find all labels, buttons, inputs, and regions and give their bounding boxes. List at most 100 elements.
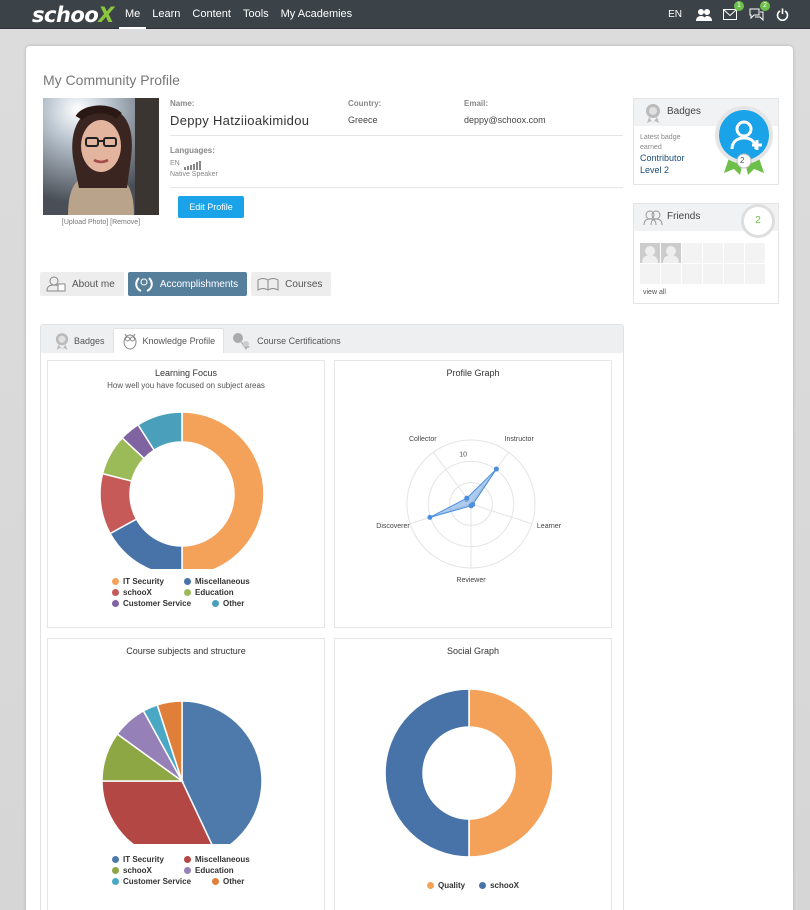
legend-item[interactable]: Customer Service [112,877,212,886]
power-icon[interactable] [774,7,790,23]
legend-item[interactable]: IT Security [112,855,184,864]
user-email: deppy@schoox.com [464,115,546,125]
badges-box: Badges Latest badge earned Contributor L… [633,98,779,185]
subtab-knowledge-profile-label: Knowledge Profile [142,336,216,346]
radar-point[interactable] [427,514,433,520]
view-all-friends-link[interactable]: view all [643,289,666,296]
badge-ribbon-icon [55,333,69,350]
course-subjects-chart: Course subjects and structure IT Securit… [47,638,325,910]
chart-title: Learning Focus [154,368,218,378]
nav-learn[interactable]: Learn [152,8,181,20]
legend-item[interactable]: Other [212,877,244,886]
legend-item[interactable]: Miscellaneous [184,577,250,586]
legend-item[interactable]: schooX [112,866,184,875]
legend-item[interactable]: Customer Service [112,599,212,608]
radar-zero-label: 0 [465,498,469,504]
schoox-logo[interactable]: schooX [32,3,114,27]
radar-axis [432,451,472,505]
nav-my-academies[interactable]: My Academies [280,8,353,20]
book-icon [257,278,279,291]
radar-series-area [429,468,497,518]
nav-me[interactable]: Me [119,0,147,29]
pie-slice-schoox[interactable] [384,688,470,857]
pie-slice-quality[interactable] [468,688,554,857]
chart-legend: IT Security Miscellaneous schooX Education… [48,577,324,608]
divider [170,187,623,188]
radar-axis-label: Discoverer [376,523,410,530]
legend-item[interactable]: IT Security [112,577,184,586]
profile-tabs: About me Accomplishments Courses [40,272,332,296]
name-label: Name: [170,99,195,108]
friend-avatar[interactable] [640,243,660,263]
subtab-course-certifications-label: Course Certifications [257,336,341,346]
badge-level-number: 2 [740,156,745,165]
legend-item[interactable]: Education [184,588,234,597]
radar-point[interactable] [464,495,470,501]
accomplishment-subtabs: Badges Knowledge Profile Course Certific… [41,325,623,353]
edit-profile-button[interactable]: Edit Profile [178,196,244,218]
people-icon[interactable] [696,7,712,23]
chart-title: Course subjects and structure [126,646,246,656]
friends-grid [640,243,765,284]
radar-point[interactable] [493,466,499,472]
chart-subtitle: How well you have focused on subject are… [107,381,265,390]
chart-title: Social Graph [446,646,500,656]
legend-item[interactable]: Education [184,866,234,875]
pie-slice-it-security[interactable] [181,411,265,569]
language-level: Native Speaker [170,171,218,178]
radar-axis-label: Reviewer [456,577,486,584]
language-selector[interactable]: EN [668,9,682,20]
user-country: Greece [348,115,378,125]
badge-level[interactable]: Level 2 [640,165,670,175]
badges-box-title: Badges [667,106,701,117]
pie-slice-miscellaneous[interactable] [101,780,216,844]
about-me-icon [46,276,66,292]
friends-box: Friends 2 view all [633,203,779,304]
badge-name[interactable]: Contributor [640,153,685,163]
friend-avatar[interactable] [661,243,681,263]
nav-content[interactable]: Content [192,8,231,20]
legend-item[interactable]: Miscellaneous [184,855,250,864]
tab-accomplishments-label: Accomplishments [159,278,239,290]
nav-tools[interactable]: Tools [242,8,269,20]
photo-links[interactable]: [Upload Photo] [Remove] [61,219,141,226]
top-navbar: schooX Me Learn Content Tools My Academi… [0,0,810,29]
legend-item[interactable]: Other [212,599,244,608]
contributor-badge-icon[interactable]: 2 [714,105,774,180]
laurel-icon [135,277,153,292]
country-label: Country: [348,99,382,108]
subtab-knowledge-profile[interactable]: Knowledge Profile [112,328,225,353]
chart-legend: Quality schooX [335,881,611,890]
legend-item[interactable]: schooX [112,588,184,597]
pie-slice-other[interactable] [156,700,183,782]
tab-about-me-label: About me [72,278,115,290]
page-title: My Community Profile [43,72,180,88]
languages-label: Languages: [170,146,215,155]
tab-courses-label: Courses [285,278,323,290]
tab-courses[interactable]: Courses [251,272,332,296]
subtab-badges[interactable]: Badges [47,329,113,353]
latest-badge-label: Latest badge earned [640,134,681,151]
language-level-bars [184,161,204,173]
notifications-count-badge: 2 [760,0,770,11]
tab-about-me[interactable]: About me [40,272,124,296]
accomplishments-panel: Badges Knowledge Profile Course Certific… [40,324,624,910]
profile-card: My Community Profile [Upload Photo] [Rem… [26,46,793,910]
messages-count-badge: 1 [734,0,744,11]
social-graph-donut [384,688,554,857]
pie-slice-it-security[interactable] [181,700,263,844]
profile-graph-chart: Profile Graph Instructor Learner Reviewer D… [334,360,612,628]
email-label: Email: [464,99,489,108]
pie-slice-other[interactable] [137,411,183,452]
radar-tick-label: 10 [459,452,467,459]
tab-accomplishments[interactable]: Accomplishments [127,272,248,296]
profile-photo[interactable] [43,98,159,215]
chat-icon[interactable]: 2 [748,0,770,23]
mail-icon[interactable]: 1 [722,0,744,23]
legend-item[interactable]: Quality [426,881,465,890]
subtab-course-certifications[interactable]: Course Certifications [224,329,349,353]
profile-radar: Instructor Learner Reviewer Discoverer Colle… [376,436,561,584]
radar-point[interactable] [468,503,474,509]
chart-legend: IT Security Miscellaneous schooX Education… [48,855,324,886]
legend-item[interactable]: schooX [479,881,519,890]
